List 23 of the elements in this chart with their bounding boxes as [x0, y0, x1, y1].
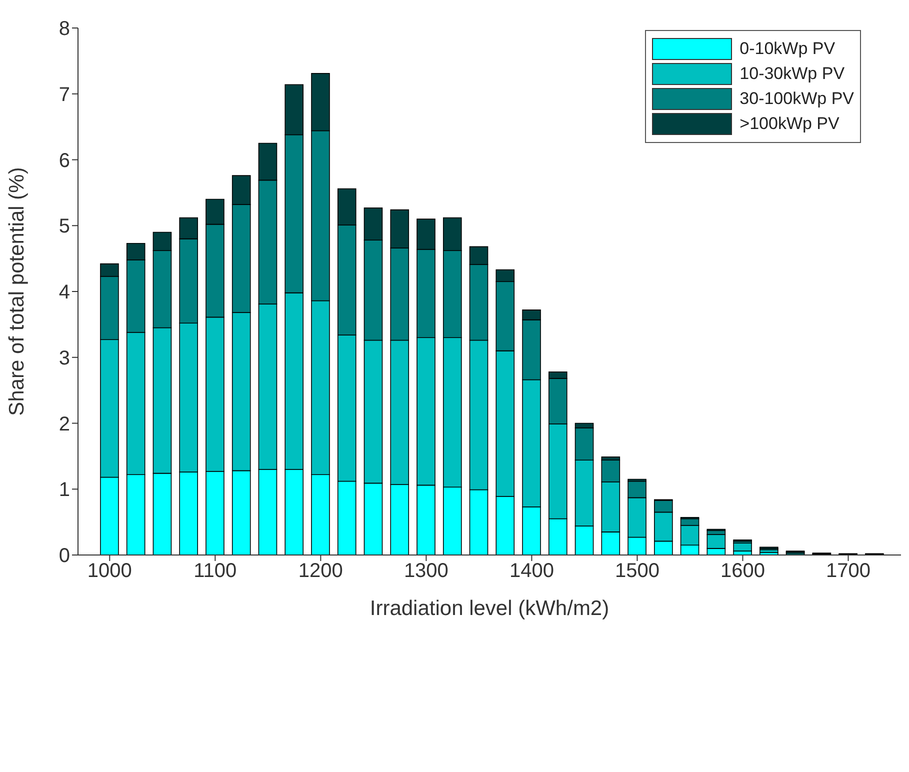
legend-label: 30-100kWp PV [740, 89, 854, 109]
y-tick-label: 5 [58, 216, 70, 238]
x-tick-label: 1500 [614, 560, 660, 582]
x-tick-label: 1400 [509, 560, 554, 582]
x-axis-title: Irradiation level (kWh/m2) [370, 597, 610, 620]
y-tick-label: 1 [58, 479, 70, 502]
y-tick-label: 6 [58, 150, 70, 172]
y-tick-label: 2 [58, 413, 70, 436]
x-tick-label: 1100 [194, 560, 237, 582]
y-axis-title: Share of total potential (%) [5, 167, 28, 416]
x-tick-label: 1000 [87, 560, 132, 582]
legend-label: 0-10kWp PV [740, 39, 836, 59]
legend-label: >100kWp PV [740, 114, 840, 134]
y-tick-label: 8 [58, 18, 70, 40]
y-tick-label: 3 [58, 347, 70, 370]
x-tick-label: 1300 [404, 560, 448, 582]
x-tick-label: 1200 [298, 560, 343, 582]
x-tick-label: 1700 [826, 560, 870, 582]
y-tick-label: 4 [58, 282, 70, 304]
legend-label: 10-30kWp PV [740, 64, 845, 84]
y-tick-label: 0 [58, 545, 70, 568]
x-tick-label: 1600 [720, 560, 765, 582]
y-tick-label: 7 [58, 84, 70, 106]
